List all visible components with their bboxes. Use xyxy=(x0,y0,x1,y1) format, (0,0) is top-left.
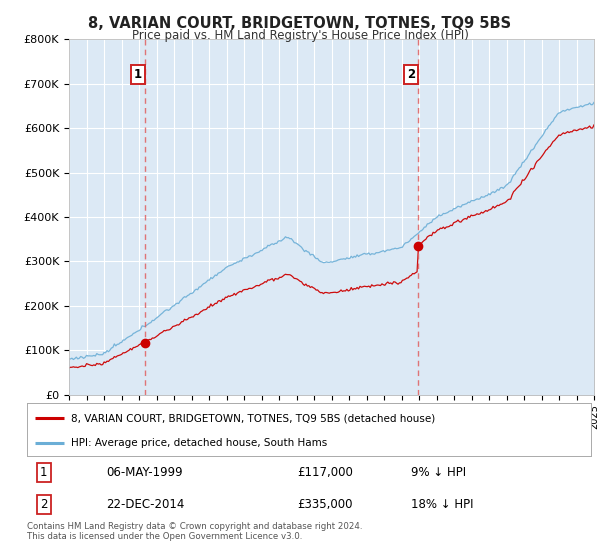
Text: 2: 2 xyxy=(407,68,416,81)
Text: £335,000: £335,000 xyxy=(298,498,353,511)
Text: 8, VARIAN COURT, BRIDGETOWN, TOTNES, TQ9 5BS (detached house): 8, VARIAN COURT, BRIDGETOWN, TOTNES, TQ9… xyxy=(71,413,435,423)
Text: 1: 1 xyxy=(40,466,47,479)
Text: HPI: Average price, detached house, South Hams: HPI: Average price, detached house, Sout… xyxy=(71,438,327,448)
Text: 1: 1 xyxy=(134,68,142,81)
Text: 9% ↓ HPI: 9% ↓ HPI xyxy=(410,466,466,479)
Text: 2: 2 xyxy=(40,498,47,511)
Text: 8, VARIAN COURT, BRIDGETOWN, TOTNES, TQ9 5BS: 8, VARIAN COURT, BRIDGETOWN, TOTNES, TQ9… xyxy=(88,16,512,31)
Text: Contains HM Land Registry data © Crown copyright and database right 2024.
This d: Contains HM Land Registry data © Crown c… xyxy=(27,522,362,542)
Text: 22-DEC-2014: 22-DEC-2014 xyxy=(106,498,184,511)
Text: £117,000: £117,000 xyxy=(298,466,353,479)
Text: 06-MAY-1999: 06-MAY-1999 xyxy=(106,466,182,479)
Text: 18% ↓ HPI: 18% ↓ HPI xyxy=(410,498,473,511)
Text: Price paid vs. HM Land Registry's House Price Index (HPI): Price paid vs. HM Land Registry's House … xyxy=(131,29,469,42)
